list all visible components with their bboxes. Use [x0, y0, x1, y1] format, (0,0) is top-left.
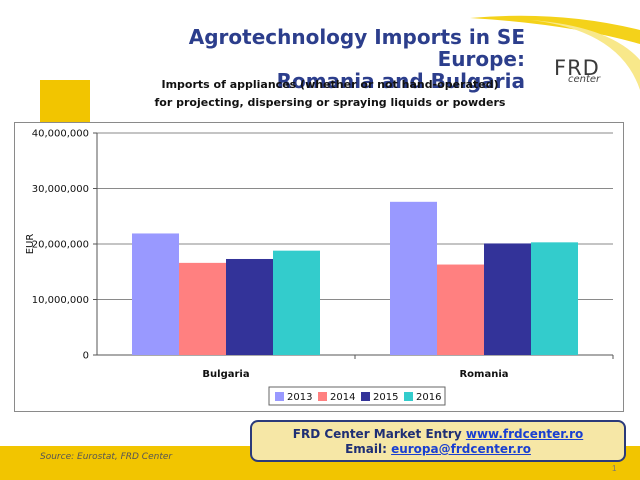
legend-swatch-2015: [361, 392, 370, 401]
y-tick-label: 0: [83, 351, 89, 362]
legend-swatch-2013: [275, 392, 284, 401]
contact-line-2: Email: europa@frdcenter.ro: [252, 442, 624, 457]
email-link[interactable]: europa@frdcenter.ro: [391, 442, 531, 456]
x-tick-label: Bulgaria: [202, 369, 249, 380]
legend-box: [268, 386, 446, 406]
website-link[interactable]: www.frdcenter.ro: [465, 427, 584, 441]
bar-chart: 0 10,000,000 20,000,000 30,000,000 40,000,00…: [25, 129, 614, 406]
frd-center-logo: FRD center: [554, 56, 624, 86]
y-axis-title: EUR: [25, 234, 36, 255]
title-line-1: Agrotechnology Imports in SE Europe:: [188, 25, 525, 71]
contact-box: FRD Center Market Entry www.frdcenter.ro…: [250, 420, 626, 462]
contact-line-1: FRD Center Market Entry www.frdcenter.ro: [252, 427, 624, 442]
contact-line-2-text: Email:: [345, 442, 392, 456]
subtitle-line-1: Imports of appliances (whether or not ha…: [161, 78, 499, 91]
bar-bulgaria-2014: [179, 262, 226, 355]
legend-label-2013: 2013: [287, 392, 312, 403]
bar-romania-2015: [484, 243, 531, 355]
legend-label-2015: 2015: [373, 392, 398, 403]
y-tick-label: 40,000,000: [32, 129, 89, 140]
x-tick-label: Romania: [459, 369, 508, 380]
legend-label-2014: 2014: [330, 392, 355, 403]
subtitle-line-2: for projecting, dispersing or spraying l…: [154, 96, 506, 109]
y-tick-label: 20,000,000: [32, 240, 89, 251]
y-tick-label: 10,000,000: [32, 295, 89, 306]
bar-romania-2013: [390, 201, 437, 355]
logo-main-text: FRD: [554, 56, 600, 80]
accent-square: [40, 80, 90, 122]
bar-romania-2016: [531, 242, 578, 355]
page-number: 1: [612, 464, 617, 473]
bar-bulgaria-2016: [273, 250, 320, 355]
bar-bulgaria-2015: [226, 258, 273, 355]
contact-line-1-text: FRD Center Market Entry: [292, 427, 466, 441]
legend-swatch-2014: [318, 392, 327, 401]
legend-swatch-2016: [404, 392, 413, 401]
page-title: Agrotechnology Imports in SE Europe: Rom…: [100, 26, 525, 92]
legend-label-2016: 2016: [416, 392, 441, 403]
bar-romania-2014: [437, 264, 484, 355]
bar-bulgaria-2013: [132, 233, 179, 355]
logo-sub-text: center: [568, 74, 601, 85]
chart-frame: 0 10,000,000 20,000,000 30,000,000 40,000,00…: [14, 122, 624, 412]
source-note: Source: Eurostat, FRD Center: [40, 452, 173, 462]
y-tick-label: 30,000,000: [32, 184, 89, 195]
title-line-2: Romania and Bulgaria: [276, 69, 525, 93]
chart-subtitle: Imports of appliances (whether or not ha…: [100, 76, 560, 112]
